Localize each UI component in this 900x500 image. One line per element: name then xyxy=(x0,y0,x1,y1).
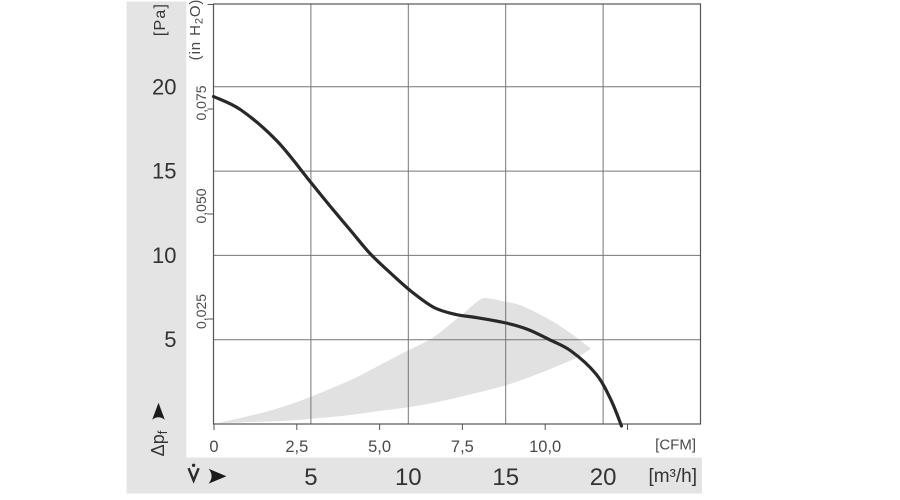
svg-text:Δpf: Δpf xyxy=(148,430,170,456)
svg-text:20: 20 xyxy=(590,464,617,491)
svg-text:7,5: 7,5 xyxy=(451,438,474,456)
svg-text:5: 5 xyxy=(304,464,317,491)
svg-text:5: 5 xyxy=(164,327,176,352)
svg-text:10: 10 xyxy=(395,464,422,491)
svg-text:0,050: 0,050 xyxy=(193,188,209,223)
svg-text:[m³/h]: [m³/h] xyxy=(648,466,697,487)
svg-text:0,025: 0,025 xyxy=(193,294,209,329)
svg-text:10,0: 10,0 xyxy=(529,438,561,456)
svg-text:15: 15 xyxy=(492,464,519,491)
svg-text:0: 0 xyxy=(209,438,218,456)
svg-text:5,0: 5,0 xyxy=(368,438,391,456)
svg-text:2,5: 2,5 xyxy=(285,438,308,456)
svg-text:20: 20 xyxy=(152,74,176,99)
svg-text:0,075: 0,075 xyxy=(193,85,209,120)
svg-text:[CFM]: [CFM] xyxy=(655,437,696,454)
svg-text:(in H2O): (in H2O) xyxy=(187,0,206,60)
svg-text:[Pa]: [Pa] xyxy=(152,3,169,36)
svg-text:10: 10 xyxy=(152,243,176,268)
svg-text:15: 15 xyxy=(152,159,176,184)
